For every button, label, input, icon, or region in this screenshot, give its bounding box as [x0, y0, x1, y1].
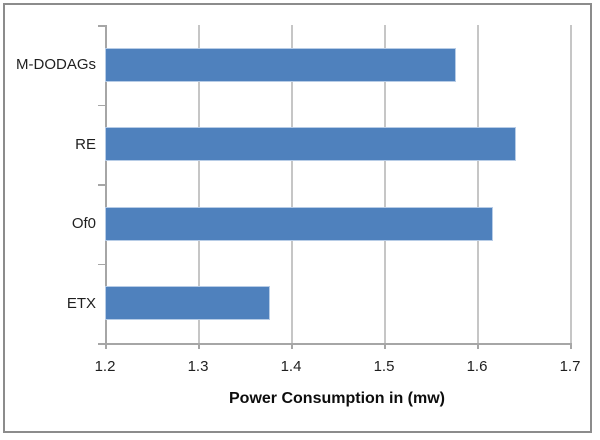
x-axis-tick [198, 343, 200, 349]
x-axis-tick-label: 1.4 [280, 358, 302, 375]
x-axis-tick-label: 1.7 [559, 358, 581, 375]
vertical-gridline [477, 25, 479, 343]
bar [106, 48, 455, 81]
x-axis-tick-label: 1.2 [94, 358, 116, 375]
x-axis-tick [384, 343, 386, 349]
x-axis-tick-label: 1.5 [373, 358, 395, 375]
x-axis-tick [477, 343, 479, 349]
y-axis-line [105, 25, 107, 343]
y-axis-tick [98, 343, 105, 345]
bar [106, 207, 492, 240]
x-axis-title: Power Consumption in (mw) [229, 390, 445, 407]
vertical-gridline [384, 25, 386, 343]
bar [106, 128, 516, 161]
x-axis-tick [291, 343, 293, 349]
x-axis-tick [105, 343, 107, 349]
y-axis-category-label: M-DODAGs [16, 56, 96, 74]
x-axis-tick-label: 1.6 [466, 358, 488, 375]
y-axis-category-label: RE [75, 135, 96, 153]
y-axis-tick [98, 104, 105, 106]
y-axis-category-label: Of0 [71, 215, 96, 233]
y-axis-tick [98, 263, 105, 265]
y-axis-category-label: ETX [66, 294, 96, 312]
x-axis-tick-label: 1.3 [187, 358, 209, 375]
x-axis-line [105, 343, 571, 345]
y-axis-tick [98, 25, 105, 27]
vertical-gridline [291, 25, 293, 343]
x-axis-tick [570, 343, 572, 349]
bar [106, 287, 269, 320]
vertical-gridline [198, 25, 200, 343]
vertical-gridline [570, 25, 572, 343]
y-axis-tick [98, 184, 105, 186]
